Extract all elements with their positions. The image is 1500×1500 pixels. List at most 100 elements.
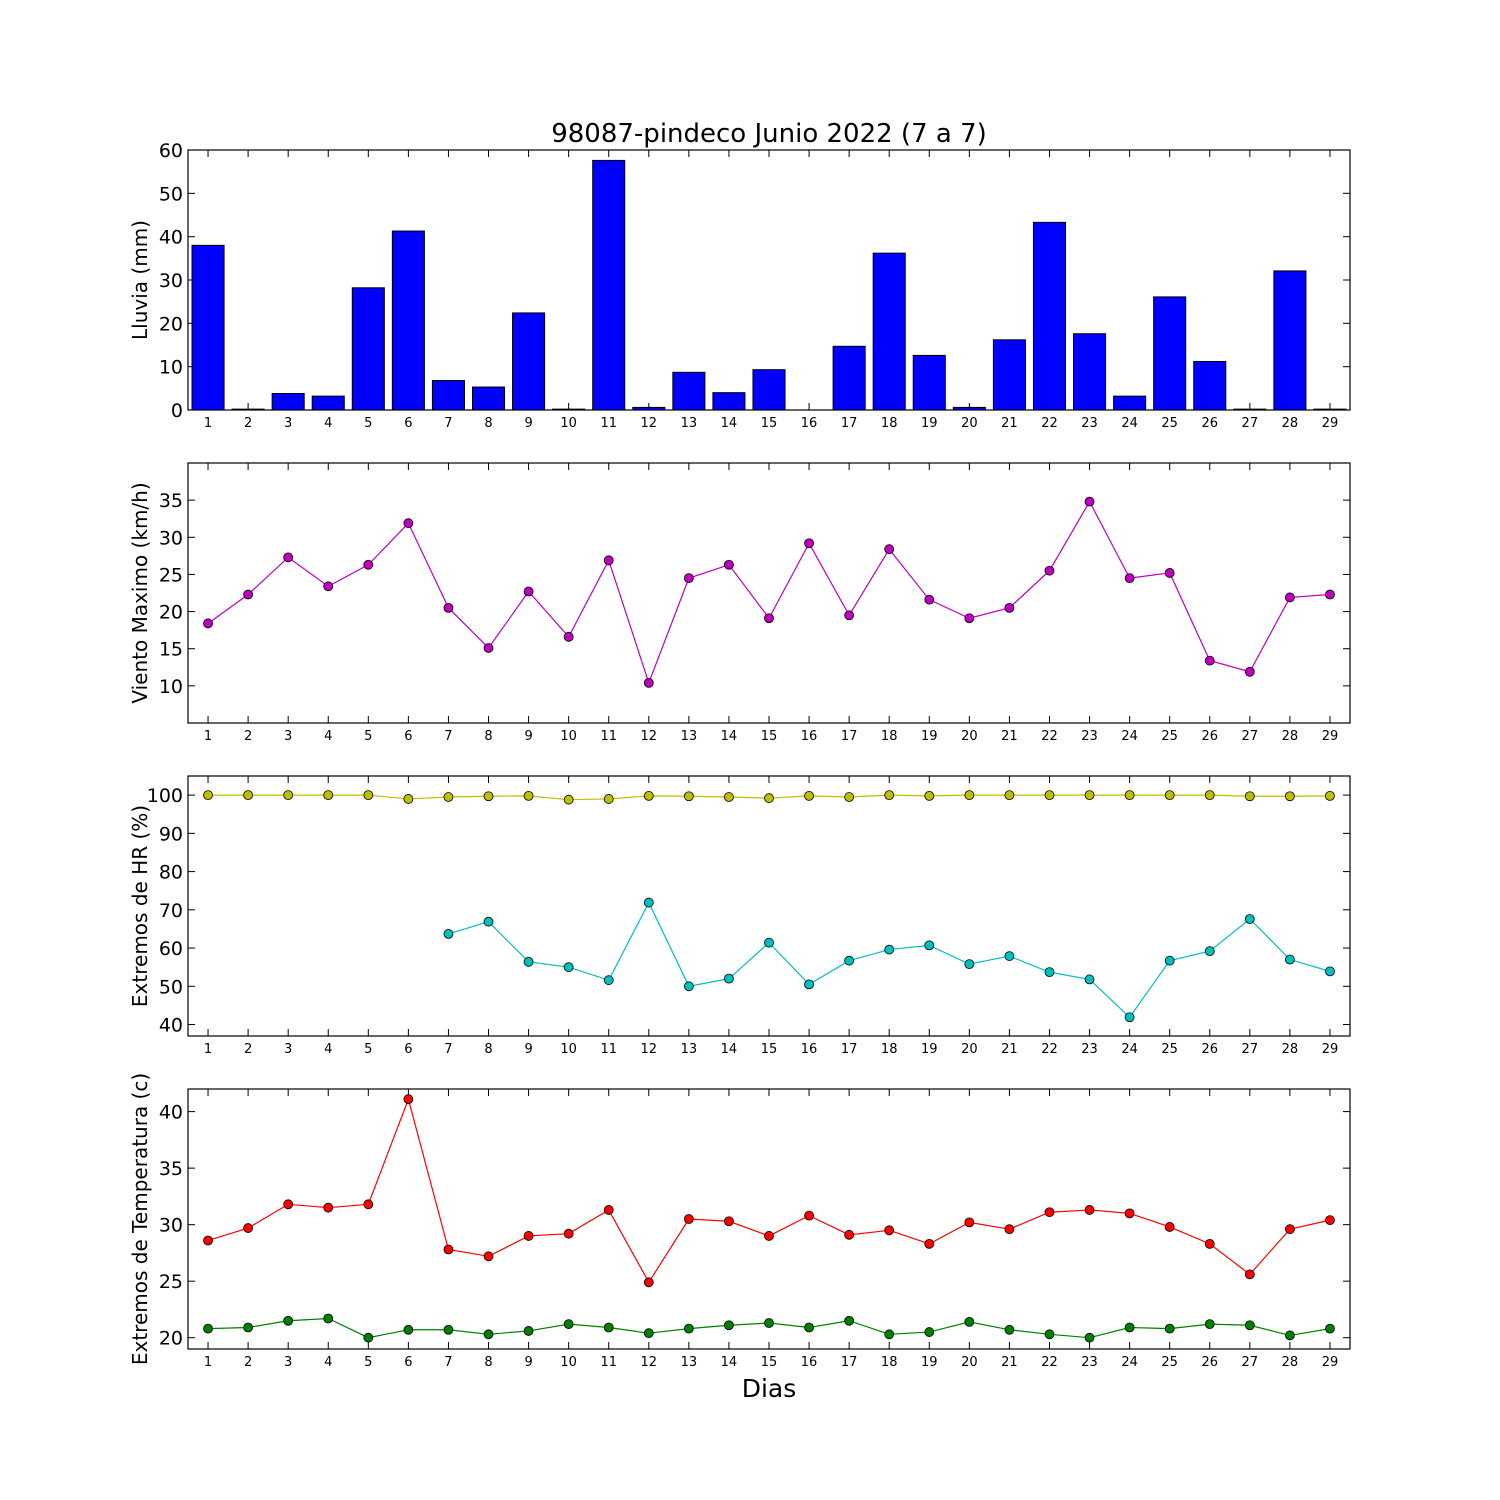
x-tick-label: 8: [484, 416, 492, 431]
x-tick-label: 9: [524, 729, 532, 744]
x-tick-label: 16: [801, 1042, 818, 1057]
bar: [311, 395, 345, 411]
series-line: [207, 1097, 1331, 1284]
x-tick-label: 12: [641, 729, 658, 744]
data-point: [724, 1320, 734, 1331]
x-tick-label: 18: [881, 1042, 898, 1057]
data-point: [964, 1316, 975, 1327]
y-tick-label: 0: [171, 400, 183, 422]
bar: [271, 393, 305, 411]
data-point: [1284, 1330, 1295, 1341]
x-tick-label: 21: [1001, 1355, 1018, 1370]
bar: [1313, 408, 1347, 411]
data-point: [643, 790, 654, 801]
x-tick-label: 5: [364, 1042, 372, 1057]
x-tick-label: 11: [600, 1042, 617, 1057]
x-tick-label: 13: [681, 729, 698, 744]
x-tick-label: 23: [1081, 729, 1098, 744]
bar: [1113, 395, 1147, 411]
x-tick-label: 21: [1001, 416, 1018, 431]
data-point: [1084, 790, 1095, 801]
data-point: [203, 1323, 213, 1334]
x-tick-label: 16: [801, 729, 818, 744]
x-tick-label: 7: [444, 729, 452, 744]
data-point: [884, 790, 895, 801]
data-point: [563, 962, 574, 973]
data-point: [1004, 602, 1015, 613]
data-point: [363, 1199, 374, 1210]
x-tick-label: 25: [1161, 1042, 1178, 1057]
data-point: [643, 1277, 654, 1288]
data-point: [563, 794, 574, 805]
data-point: [1004, 790, 1015, 801]
x-tick-label: 14: [721, 1355, 738, 1370]
y-axis-label: Viento Maximo (km/h): [128, 482, 152, 703]
y-tick-label: 35: [159, 490, 183, 512]
series-line: [207, 500, 1331, 685]
bar: [872, 252, 906, 411]
x-tick-label: 9: [524, 1042, 532, 1057]
bar: [391, 230, 425, 411]
data-point: [1124, 1208, 1135, 1219]
data-point: [964, 1217, 975, 1228]
bar: [552, 408, 586, 411]
x-tick-label: 2: [244, 1042, 252, 1057]
x-tick-label: 5: [364, 416, 372, 431]
x-tick-label: 16: [801, 1355, 818, 1370]
x-tick-label: 24: [1121, 1355, 1138, 1370]
data-point: [323, 790, 334, 801]
data-point: [1244, 666, 1255, 677]
x-tick-label: 19: [921, 416, 938, 431]
x-tick-label: 4: [324, 729, 332, 744]
y-tick-label: 25: [159, 1271, 183, 1293]
y-tick-label: 35: [159, 1158, 183, 1180]
data-point: [443, 929, 454, 939]
data-point: [1284, 954, 1295, 965]
data-point: [1004, 951, 1015, 961]
x-tick-label: 15: [761, 416, 778, 431]
x-tick-label: 29: [1322, 416, 1339, 431]
data-point: [1325, 790, 1335, 801]
x-tick-label: 1: [204, 416, 212, 431]
data-point: [724, 559, 734, 570]
data-point: [1124, 1012, 1135, 1023]
data-point: [844, 792, 855, 802]
bar: [1233, 408, 1267, 411]
data-point: [363, 790, 374, 801]
x-tick-label: 24: [1121, 729, 1138, 744]
bar: [431, 380, 465, 411]
data-point: [483, 791, 494, 802]
x-tick-label: 13: [681, 416, 698, 431]
data-point: [443, 602, 454, 613]
data-point: [523, 1326, 534, 1336]
data-point: [724, 1216, 734, 1227]
x-tick-label: 27: [1242, 416, 1259, 431]
x-tick-label: 28: [1282, 729, 1299, 744]
y-tick-label: 20: [159, 1328, 183, 1350]
plot-area-frame: [187, 775, 1351, 1037]
x-tick-label: 29: [1322, 1355, 1339, 1370]
x-tick-label: 5: [364, 729, 372, 744]
data-point: [1164, 955, 1175, 966]
data-point: [1164, 790, 1175, 801]
x-tick-label: 21: [1001, 1042, 1018, 1057]
data-point: [1204, 1319, 1215, 1330]
y-tick-label: 20: [159, 313, 183, 335]
data-point: [924, 940, 935, 951]
y-tick-label: 60: [159, 938, 183, 960]
x-tick-label: 8: [484, 729, 492, 744]
data-point: [1325, 1323, 1335, 1334]
data-point: [483, 916, 494, 927]
data-point: [323, 1313, 334, 1324]
x-tick-label: 7: [444, 1042, 452, 1057]
x-tick-label: 27: [1242, 1355, 1259, 1370]
data-point: [363, 559, 374, 570]
bar: [1153, 296, 1187, 411]
x-tick-label: 3: [284, 1042, 292, 1057]
x-tick-label: 7: [444, 416, 452, 431]
x-tick-label: 26: [1201, 416, 1218, 431]
data-point: [804, 1210, 814, 1221]
data-point: [603, 975, 614, 986]
